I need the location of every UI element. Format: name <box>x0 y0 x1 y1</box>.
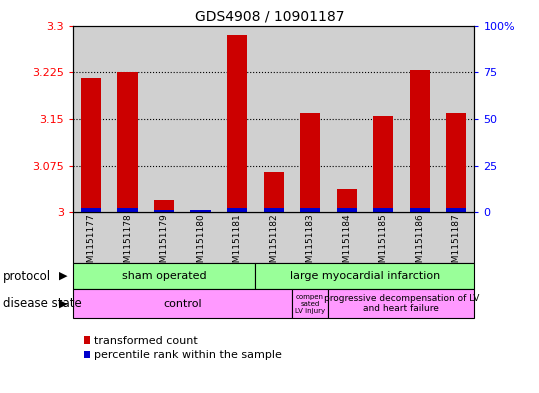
Text: disease state: disease state <box>3 297 81 310</box>
Text: control: control <box>163 299 202 309</box>
Bar <box>264 172 284 212</box>
Bar <box>446 113 466 212</box>
Text: percentile rank within the sample: percentile rank within the sample <box>94 350 282 360</box>
Bar <box>446 209 466 212</box>
Bar <box>118 209 137 212</box>
Bar <box>81 209 101 212</box>
Text: protocol: protocol <box>3 270 51 283</box>
Bar <box>336 209 357 212</box>
Bar <box>410 70 430 212</box>
Text: sham operated: sham operated <box>122 271 206 281</box>
Bar <box>336 189 357 212</box>
Bar <box>154 200 174 212</box>
Bar <box>81 79 101 212</box>
Text: ▶: ▶ <box>59 271 67 281</box>
Bar <box>118 72 137 212</box>
Bar <box>300 209 320 212</box>
Bar <box>373 116 393 212</box>
Text: progressive decompensation of LV
and heart failure: progressive decompensation of LV and hea… <box>323 294 479 313</box>
Text: large myocardial infarction: large myocardial infarction <box>289 271 440 281</box>
Text: compen
sated
LV injury: compen sated LV injury <box>295 294 325 314</box>
Text: ▶: ▶ <box>59 299 67 309</box>
Bar <box>373 209 393 212</box>
Bar <box>264 209 284 212</box>
Text: transformed count: transformed count <box>94 336 198 346</box>
Bar <box>190 210 211 212</box>
Bar <box>410 209 430 212</box>
Text: GDS4908 / 10901187: GDS4908 / 10901187 <box>195 10 344 24</box>
Bar <box>154 210 174 212</box>
Bar <box>227 209 247 212</box>
Bar <box>227 35 247 212</box>
Bar <box>190 210 211 212</box>
Bar <box>300 113 320 212</box>
